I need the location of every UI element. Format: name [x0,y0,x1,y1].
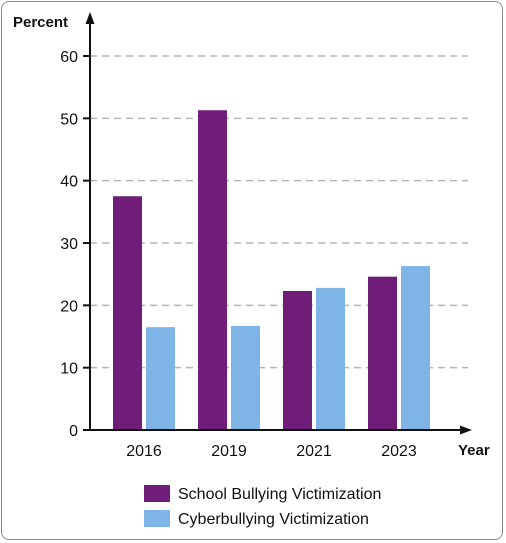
y-tick-label: 50 [60,111,78,128]
y-tick-label: 0 [69,423,78,440]
y-tick-label: 10 [60,361,78,378]
bar-school-bullying-2016 [113,196,142,430]
legend-swatch [144,510,170,527]
bar-cyberbullying-2019 [231,325,260,430]
x-tick-label: 2016 [126,443,162,460]
bar-cyberbullying-2023 [401,266,430,430]
x-tick-label: 2021 [296,443,332,460]
y-tick-label: 30 [60,236,78,253]
x-axis-title: Year [458,442,490,459]
bars [113,110,430,430]
legend-swatch [144,485,170,502]
y-tick-label: 40 [60,174,78,191]
x-tick-labels: 2016 2019 2021 2023 [126,443,417,460]
bar-school-bullying-2023 [368,276,397,430]
legend: School Bullying Victimization Cyberbullyi… [144,485,381,528]
bar-cyberbullying-2016 [146,327,175,430]
bar-cyberbullying-2021 [316,287,345,430]
x-tick-label: 2019 [211,443,247,460]
x-tick-label: 2023 [381,443,417,460]
bar-school-bullying-2019 [198,110,227,430]
bar-school-bullying-2021 [283,290,312,430]
y-tick-label: 20 [60,298,78,315]
y-tick-labels: 0 10 20 30 40 50 60 [60,49,78,440]
y-axis-title: Percent [13,14,68,31]
legend-label: School Bullying Victimization [178,486,381,503]
y-axis-arrow [85,12,95,24]
y-tick-label: 60 [60,49,78,66]
legend-label: Cyberbullying Victimization [178,511,369,528]
x-axis-arrow [460,425,472,435]
